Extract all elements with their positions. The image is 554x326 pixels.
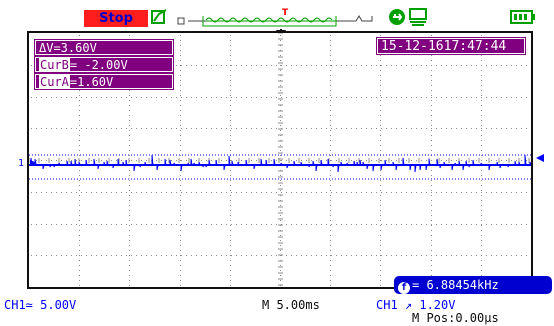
cursor-b-readout: CurB= -2.00V <box>34 56 174 73</box>
channel-ground-marker[interactable]: 1 <box>18 159 38 169</box>
cursor-a-value: =1.60V <box>69 75 114 89</box>
status-bar: Stop T <box>0 0 554 30</box>
delta-v-readout: ΔV=3.60V <box>34 39 174 56</box>
cursor-b-label: CurB <box>39 58 70 72</box>
cursor-b-value: = -2.00V <box>69 58 128 72</box>
trigger-position-icon: T <box>282 8 289 18</box>
datetime-value: 15-12-1617:47:44 <box>381 39 507 54</box>
run-state-badge[interactable]: Stop <box>84 10 148 27</box>
horizontal-position-readout: M Pos:0.00μs <box>412 311 499 325</box>
timebase-readout: M 5.00ms <box>262 298 320 312</box>
frequency-readout: f = 6.88454kHz <box>394 276 552 294</box>
channel-marker-arrow-icon <box>30 160 38 166</box>
usb-icon <box>389 9 405 25</box>
cursor-a-readout: CurA=1.60V <box>34 73 174 90</box>
datetime-readout: 15-12-1617:47:44 <box>376 37 526 55</box>
cursor-a-label: CurA <box>39 75 70 89</box>
frequency-value: = 6.88454kHz <box>412 278 499 292</box>
delta-v-value: ΔV=3.60V <box>39 41 97 55</box>
memory-timeline-icon[interactable]: T <box>176 6 380 28</box>
ch1-noise-spikes <box>29 154 531 173</box>
channel-marker-label: 1 <box>18 158 25 169</box>
waveform-display[interactable]: ΔV=3.60V CurB= -2.00V CurA=1.60V 15-12-1… <box>27 31 552 294</box>
trigger-readout: CH1 ↗ 1.20V <box>376 298 456 312</box>
frequency-counter-icon: f <box>398 282 410 294</box>
trigger-level-marker[interactable] <box>535 153 545 163</box>
ch1-waveform-trace <box>29 154 531 180</box>
save-icon <box>409 8 427 26</box>
acquire-icon <box>151 9 167 24</box>
battery-icon <box>510 10 535 24</box>
ch1-scale-readout: CH1≃ 5.00V <box>4 298 77 312</box>
